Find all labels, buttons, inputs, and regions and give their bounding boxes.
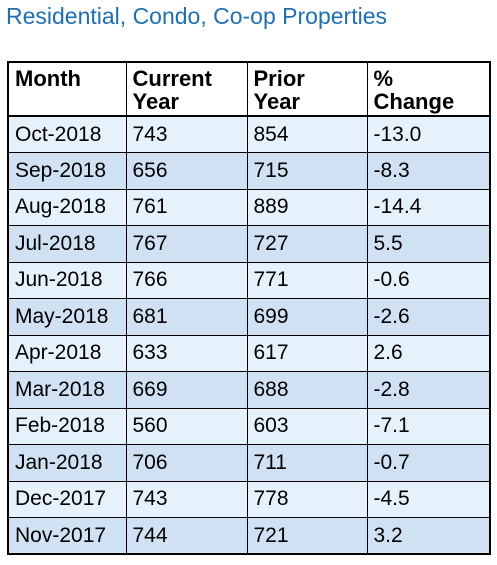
cell-prior-year: 699 bbox=[246, 298, 368, 336]
cell-month: Mar-2018 bbox=[7, 371, 127, 409]
header-current-year: Current Year bbox=[125, 61, 248, 117]
cell-current-year: 743 bbox=[125, 480, 248, 518]
cell-percent-change: -2.8 bbox=[366, 371, 491, 409]
cell-prior-year: 711 bbox=[246, 444, 368, 482]
cell-percent-change: -0.6 bbox=[366, 261, 491, 299]
cell-prior-year: 771 bbox=[246, 261, 368, 299]
cell-prior-year: 688 bbox=[246, 371, 368, 409]
cell-percent-change: -14.4 bbox=[366, 188, 491, 226]
cell-prior-year: 778 bbox=[246, 480, 368, 518]
cell-current-year: 656 bbox=[125, 152, 248, 190]
cell-month: Jun-2018 bbox=[7, 261, 127, 299]
table-body: Oct-2018 743 854 -13.0 Sep-2018 656 715 -8.3 Aug… bbox=[7, 115, 491, 555]
header-month-line: Month bbox=[15, 66, 81, 91]
header-percent-change: % Change bbox=[366, 61, 491, 117]
cell-month: Feb-2018 bbox=[7, 407, 127, 445]
cell-percent-change: -0.7 bbox=[366, 444, 491, 482]
cell-prior-year: 721 bbox=[246, 517, 368, 555]
cell-month: Sep-2018 bbox=[7, 152, 127, 190]
table-row: Sep-2018 656 715 -8.3 bbox=[7, 152, 491, 190]
cell-prior-year: 854 bbox=[246, 115, 368, 153]
cell-current-year: 669 bbox=[125, 371, 248, 409]
cell-month: Oct-2018 bbox=[7, 115, 127, 153]
cell-month: Nov-2017 bbox=[7, 517, 127, 555]
cell-current-year: 744 bbox=[125, 517, 248, 555]
cell-percent-change: -13.0 bbox=[366, 115, 491, 153]
table-row: Dec-2017 743 778 -4.5 bbox=[7, 480, 491, 518]
cell-current-year: 560 bbox=[125, 407, 248, 445]
table-row: Feb-2018 560 603 -7.1 bbox=[7, 407, 491, 445]
cell-percent-change: 5.5 bbox=[366, 225, 491, 263]
table-row: Oct-2018 743 854 -13.0 bbox=[7, 115, 491, 153]
cell-percent-change: -2.6 bbox=[366, 298, 491, 336]
cell-current-year: 633 bbox=[125, 334, 248, 372]
table-row: Mar-2018 669 688 -2.8 bbox=[7, 371, 491, 409]
header-prior-year: Prior Year bbox=[246, 61, 368, 117]
table-row: Nov-2017 744 721 3.2 bbox=[7, 517, 491, 555]
cell-percent-change: -8.3 bbox=[366, 152, 491, 190]
cell-month: Dec-2017 bbox=[7, 480, 127, 518]
header-month: Month bbox=[7, 61, 127, 117]
cell-current-year: 743 bbox=[125, 115, 248, 153]
cell-month: Jul-2018 bbox=[7, 225, 127, 263]
header-current-year-line-1: Current bbox=[132, 66, 212, 91]
table-row: May-2018 681 699 -2.6 bbox=[7, 298, 491, 336]
header-row: Month Current Year Prior Year % Change bbox=[7, 61, 491, 117]
table-row: Apr-2018 633 617 2.6 bbox=[7, 334, 491, 372]
cell-percent-change: -7.1 bbox=[366, 407, 491, 445]
table-row: Aug-2018 761 889 -14.4 bbox=[7, 188, 491, 226]
table-row: Jun-2018 766 771 -0.6 bbox=[7, 261, 491, 299]
cell-current-year: 681 bbox=[125, 298, 248, 336]
header-prior-year-line-1: Prior bbox=[253, 66, 305, 91]
header-percent-change-line-2: Change bbox=[373, 89, 455, 114]
cell-month: Jan-2018 bbox=[7, 444, 127, 482]
cell-current-year: 706 bbox=[125, 444, 248, 482]
cell-current-year: 767 bbox=[125, 225, 248, 263]
table-row: Jan-2018 706 711 -0.7 bbox=[7, 444, 491, 482]
cell-prior-year: 617 bbox=[246, 334, 368, 372]
cell-prior-year: 715 bbox=[246, 152, 368, 190]
cell-current-year: 761 bbox=[125, 188, 248, 226]
header-percent-change-line-1: % bbox=[373, 66, 394, 91]
cell-percent-change: 2.6 bbox=[366, 334, 491, 372]
cell-percent-change: 3.2 bbox=[366, 517, 491, 555]
cell-current-year: 766 bbox=[125, 261, 248, 299]
cell-month: Aug-2018 bbox=[7, 188, 127, 226]
cell-month: May-2018 bbox=[7, 298, 127, 336]
table-row: Jul-2018 767 727 5.5 bbox=[7, 225, 491, 263]
cell-prior-year: 889 bbox=[246, 188, 368, 226]
data-table: Month Current Year Prior Year % Change O… bbox=[7, 61, 491, 555]
header-current-year-line-2: Year bbox=[132, 89, 180, 114]
cell-month: Apr-2018 bbox=[7, 334, 127, 372]
header-prior-year-line-2: Year bbox=[253, 89, 301, 114]
cell-percent-change: -4.5 bbox=[366, 480, 491, 518]
cell-prior-year: 727 bbox=[246, 225, 368, 263]
cell-prior-year: 603 bbox=[246, 407, 368, 445]
page-title: Residential, Condo, Co-op Properties bbox=[6, 3, 387, 29]
